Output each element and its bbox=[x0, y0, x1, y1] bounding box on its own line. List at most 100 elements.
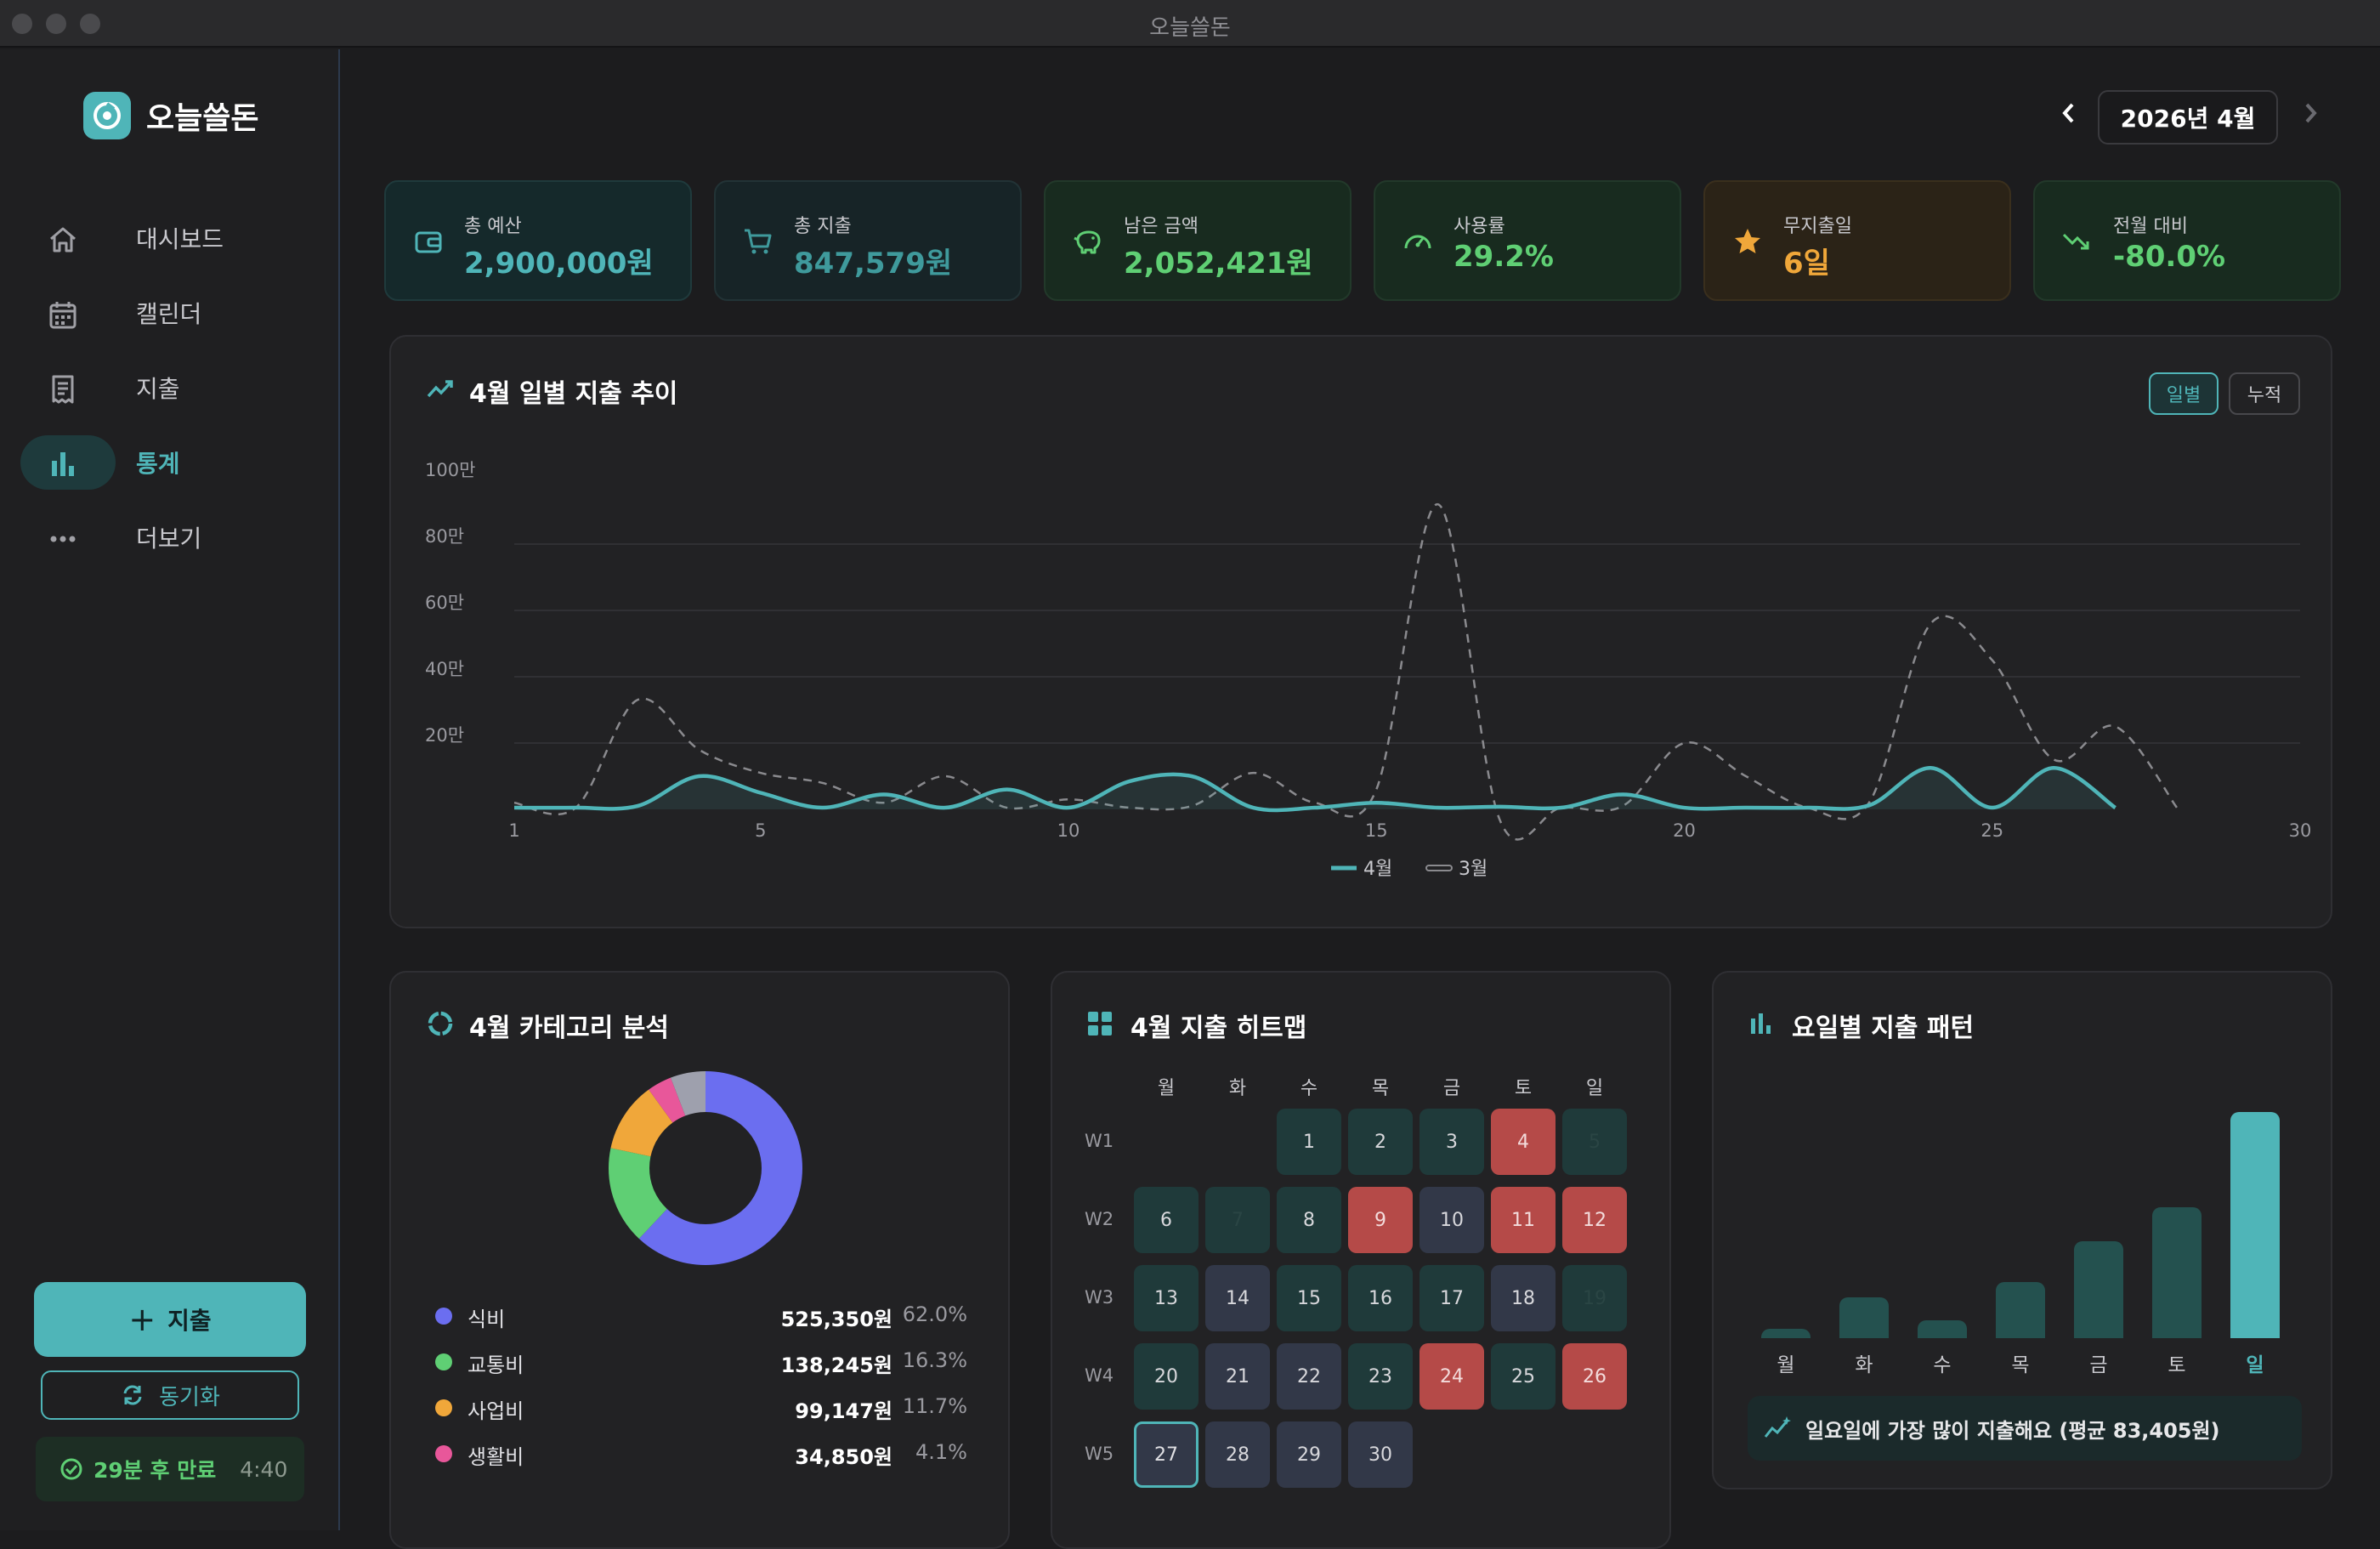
legend-dot bbox=[435, 1399, 452, 1416]
heatmap-day-cell[interactable]: 3 bbox=[1420, 1109, 1484, 1175]
heatmap-day-cell[interactable]: 13 bbox=[1134, 1265, 1198, 1331]
weekday-label: 일 bbox=[2246, 1354, 2264, 1376]
heatmap-day-header: 토 bbox=[1514, 1078, 1533, 1099]
weekday-bar[interactable] bbox=[1996, 1281, 2045, 1338]
category-row[interactable]: 사업비 99,147원 11.7% bbox=[432, 1391, 967, 1425]
chart-legend: 4월 3월 bbox=[1331, 859, 1488, 880]
heatmap-week-label: W3 bbox=[1085, 1287, 1114, 1308]
category-amount: 34,850원 bbox=[795, 1445, 892, 1469]
x-tick-label: 30 bbox=[2289, 820, 2312, 841]
logo-icon bbox=[94, 102, 121, 129]
card-title: 전월 대비 bbox=[2113, 216, 2188, 237]
x-tick-label: 10 bbox=[1057, 820, 1080, 841]
chevron-left-icon bbox=[2062, 103, 2074, 123]
heatmap-day-cell[interactable]: 8 bbox=[1277, 1187, 1341, 1253]
heatmap-day-cell[interactable]: 22 bbox=[1277, 1343, 1341, 1410]
heatmap-day-cell[interactable]: 4 bbox=[1491, 1109, 1556, 1175]
donut-icon bbox=[428, 1011, 453, 1036]
weekday-label: 금 bbox=[2089, 1354, 2108, 1376]
star-icon bbox=[1735, 229, 1760, 253]
heatmap-day-cell[interactable]: 5 bbox=[1562, 1109, 1627, 1175]
heatmap-day-cell[interactable]: 20 bbox=[1134, 1343, 1198, 1410]
add-expense-button[interactable]: + 지출 bbox=[34, 1282, 306, 1357]
heatmap-day-cell[interactable]: 23 bbox=[1348, 1343, 1413, 1410]
piggy-bank-icon bbox=[1074, 230, 1101, 254]
sidebar-item-dashboard[interactable]: 대시보드 bbox=[20, 211, 320, 265]
weekday-bar[interactable] bbox=[1839, 1297, 1889, 1338]
brand-name: 오늘쓸돈 bbox=[146, 101, 259, 136]
heatmap-day-header: 일 bbox=[1585, 1078, 1604, 1099]
category-name: 교통비 bbox=[468, 1353, 524, 1377]
prev-month-button[interactable] bbox=[2059, 100, 2079, 133]
next-month-button[interactable] bbox=[2300, 100, 2320, 133]
heatmap-day-cell[interactable]: 7 bbox=[1205, 1187, 1270, 1253]
category-row[interactable]: 교통비 138,245원 16.3% bbox=[432, 1345, 967, 1379]
heatmap-day-cell[interactable]: 28 bbox=[1205, 1421, 1270, 1488]
weekday-bar[interactable] bbox=[1918, 1319, 1967, 1338]
y-tick-label: 80만 bbox=[425, 526, 464, 547]
expire-time: 4:40 bbox=[240, 1456, 288, 1482]
heatmap-panel: 4월 지출 히트맵 월 화 수 목 금 토 일 W1 W2 W3 W4 W5 1 2 3 4 5 6 7 8 9 10 11… bbox=[1051, 971, 1671, 1549]
heatmap-day-cell[interactable]: 2 bbox=[1348, 1109, 1413, 1175]
heatmap-day-cell[interactable]: 25 bbox=[1491, 1343, 1556, 1410]
summary-card-no-spend-days: 무지출일 6일 bbox=[1703, 180, 2011, 301]
heatmap-day-cell[interactable]: 1 bbox=[1277, 1109, 1341, 1175]
month-selector[interactable]: 2026년 4월 bbox=[2098, 90, 2278, 145]
heatmap-day-cell[interactable]: 29 bbox=[1277, 1421, 1341, 1488]
heatmap-day-cell[interactable]: 12 bbox=[1562, 1187, 1627, 1253]
legend-dot bbox=[435, 1353, 452, 1370]
weekday-bar[interactable] bbox=[1761, 1329, 1810, 1338]
sync-button[interactable]: 동기화 bbox=[41, 1370, 299, 1420]
donut-slice[interactable] bbox=[609, 1071, 802, 1265]
sidebar-item-label: 더보기 bbox=[136, 525, 202, 553]
category-row[interactable]: 식비 525,350원 62.0% bbox=[432, 1299, 967, 1333]
sidebar-item-calendar[interactable]: 캘린더 bbox=[20, 286, 320, 340]
weekday-bar[interactable] bbox=[2074, 1240, 2123, 1338]
trend-title: 4월 일별 지출 추이 bbox=[469, 379, 678, 409]
active-indicator bbox=[20, 435, 116, 490]
heatmap-day-cell[interactable]: 24 bbox=[1420, 1343, 1484, 1410]
card-value: 6일 bbox=[1783, 247, 1830, 281]
heatmap-day-cell[interactable]: 10 bbox=[1420, 1187, 1484, 1253]
donut-slice[interactable] bbox=[609, 1071, 802, 1265]
heatmap-day-cell[interactable]: 6 bbox=[1134, 1187, 1198, 1253]
heatmap-day-cell[interactable]: 26 bbox=[1562, 1343, 1627, 1410]
category-donut-chart bbox=[609, 1071, 802, 1265]
zoom-window-button[interactable] bbox=[80, 14, 100, 34]
heatmap-day-cell[interactable]: 16 bbox=[1348, 1265, 1413, 1331]
series-line-april bbox=[513, 765, 2116, 813]
heatmap-day-cell[interactable]: 21 bbox=[1205, 1343, 1270, 1410]
heatmap-day-cell[interactable]: 30 bbox=[1348, 1421, 1413, 1488]
bar-chart-icon bbox=[1751, 1013, 1771, 1034]
sidebar-item-stats[interactable]: 통계 bbox=[20, 435, 320, 490]
minimize-window-button[interactable] bbox=[46, 14, 66, 34]
heatmap-day-cell[interactable]: 19 bbox=[1562, 1265, 1627, 1331]
legend-dot bbox=[435, 1445, 452, 1462]
close-window-button[interactable] bbox=[12, 14, 32, 34]
sidebar-item-more[interactable]: 더보기 bbox=[20, 510, 320, 565]
summary-card-usage: 사용률 29.2% bbox=[1374, 180, 1681, 301]
summary-card-spent: 총 지출 847,579원 bbox=[714, 180, 1022, 301]
weekday-bar[interactable] bbox=[2230, 1112, 2280, 1338]
home-icon bbox=[50, 227, 76, 252]
sidebar-item-expense[interactable]: 지출 bbox=[20, 360, 320, 415]
sparkle-trend-icon bbox=[1764, 1416, 1791, 1438]
heatmap-day-cell[interactable]: 18 bbox=[1491, 1265, 1556, 1331]
card-title: 총 지출 bbox=[794, 216, 852, 237]
y-tick-label: 100만 bbox=[425, 460, 475, 480]
weekday-bar[interactable] bbox=[2152, 1206, 2202, 1338]
category-row[interactable]: 생활비 34,850원 4.1% bbox=[432, 1437, 967, 1471]
heatmap-day-cell[interactable]: 15 bbox=[1277, 1265, 1341, 1331]
chevron-right-icon bbox=[2305, 103, 2317, 123]
weekday-label: 목 bbox=[2011, 1354, 2030, 1376]
heatmap-day-cell[interactable]: 11 bbox=[1491, 1187, 1556, 1253]
heatmap-day-cell[interactable]: 27 bbox=[1134, 1421, 1198, 1488]
heatmap-day-cell[interactable]: 14 bbox=[1205, 1265, 1270, 1331]
heatmap-day-header: 수 bbox=[1300, 1078, 1318, 1099]
heatmap-day-cell[interactable]: 17 bbox=[1420, 1265, 1484, 1331]
series-area-april bbox=[514, 768, 2116, 811]
heatmap-day-cell[interactable]: 9 bbox=[1348, 1187, 1413, 1253]
toggle-cumulative[interactable]: 누적 bbox=[2229, 372, 2300, 415]
window-titlebar: 오늘쓸돈 bbox=[0, 0, 2380, 48]
toggle-daily[interactable]: 일별 bbox=[2149, 372, 2218, 415]
